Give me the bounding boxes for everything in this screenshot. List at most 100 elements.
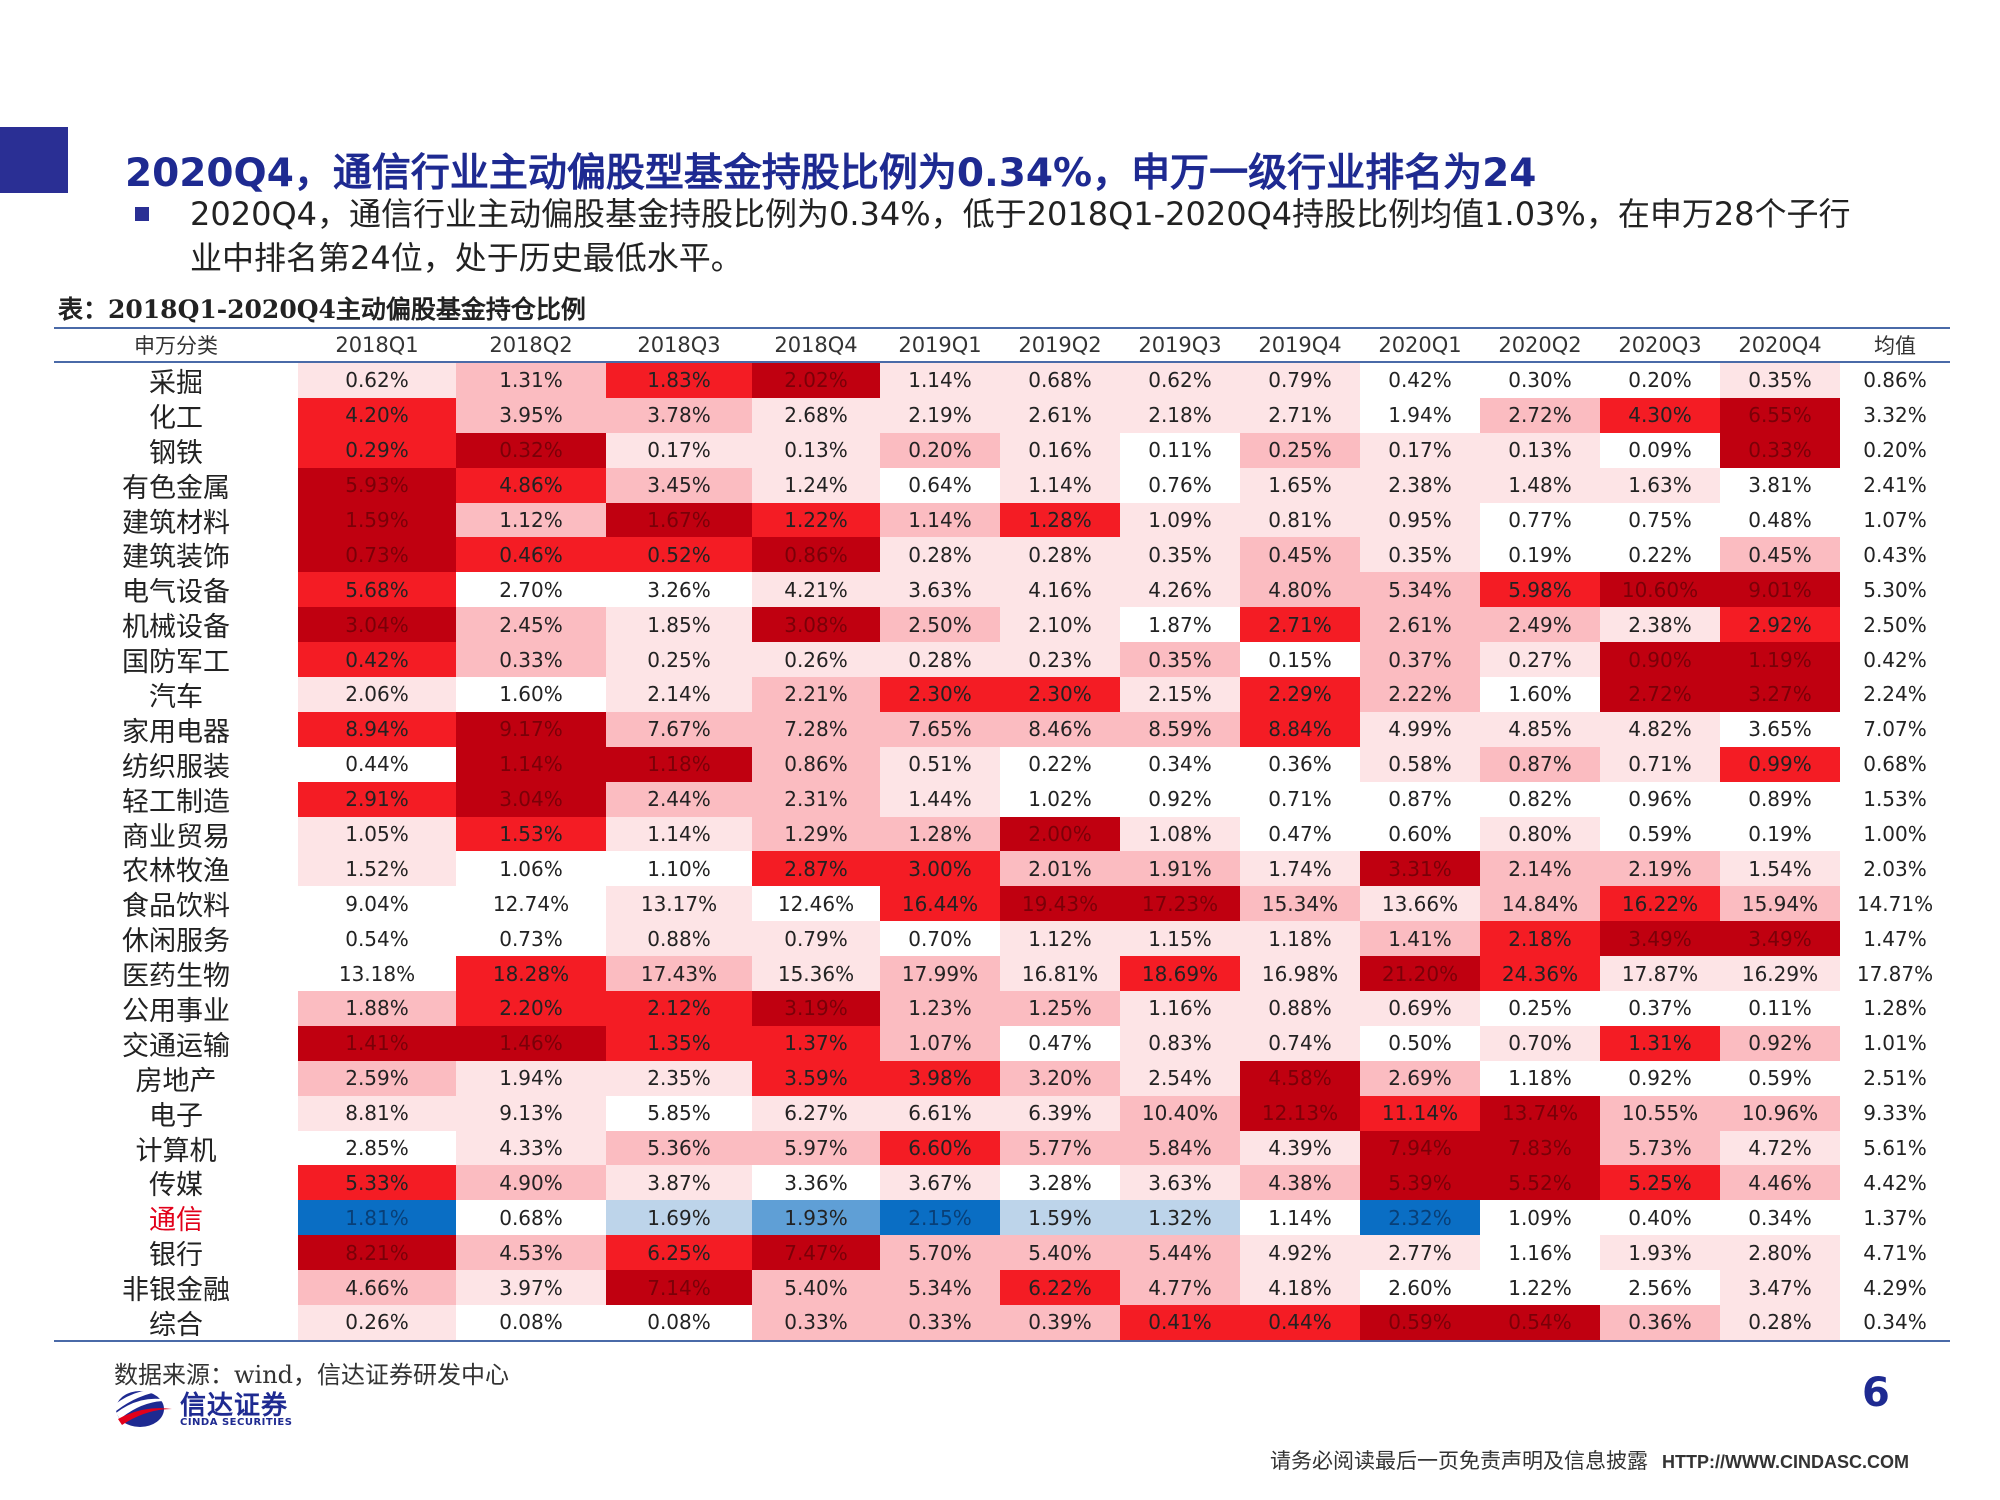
average-cell: 1.01% bbox=[1863, 1031, 1927, 1056]
value-cell: 9.13% bbox=[456, 1095, 606, 1131]
value-cell: 6.60% bbox=[880, 1130, 1000, 1166]
value-cell: 4.21% bbox=[752, 572, 880, 608]
value-cell: 3.78% bbox=[606, 397, 752, 433]
value-cell: 0.23% bbox=[1000, 642, 1120, 678]
value-cell: 1.28% bbox=[880, 816, 1000, 852]
value-cell: 0.19% bbox=[1480, 537, 1600, 573]
value-cell: 0.20% bbox=[1600, 363, 1720, 398]
value-cell: 3.27% bbox=[1720, 677, 1840, 712]
value-cell: 0.22% bbox=[1000, 746, 1120, 782]
value-cell: 0.82% bbox=[1480, 781, 1600, 817]
value-cell: 1.85% bbox=[606, 607, 752, 643]
value-cell: 0.08% bbox=[456, 1305, 606, 1340]
value-cell: 19.43% bbox=[1000, 886, 1120, 922]
value-cell: 0.25% bbox=[1480, 991, 1600, 1026]
value-cell: 21.20% bbox=[1360, 956, 1480, 992]
value-cell: 1.02% bbox=[1000, 781, 1120, 817]
table-row: 纺织服装 0.44% 1.14% 1.18% 0.86% 0.51% 0.22% 0.34% 0… bbox=[54, 746, 1950, 783]
value-cell: 8.81% bbox=[298, 1095, 456, 1131]
value-cell: 5.73% bbox=[1600, 1130, 1720, 1166]
value-cell: 1.35% bbox=[606, 1025, 752, 1061]
value-cell: 13.17% bbox=[606, 886, 752, 922]
table-row: 国防军工 0.42% 0.33% 0.25% 0.26% 0.28% 0.23% 0.35% 0… bbox=[54, 642, 1950, 678]
table-row: 房地产 2.59% 1.94% 2.35% 3.59% 3.98% 3.20% 2.54% 4.… bbox=[54, 1060, 1950, 1097]
value-cell: 0.34% bbox=[1720, 1200, 1840, 1236]
table-row: 电气设备 5.68% 2.70% 3.26% 4.21% 3.63% 4.16% 4.26% 4… bbox=[54, 572, 1950, 608]
value-cell: 0.32% bbox=[456, 432, 606, 468]
value-cell: 17.99% bbox=[880, 956, 1000, 992]
value-cell: 0.99% bbox=[1720, 746, 1840, 782]
value-cell: 0.08% bbox=[606, 1305, 752, 1340]
value-cell: 2.85% bbox=[298, 1130, 456, 1166]
table-row: 公用事业 1.88% 2.20% 2.12% 3.19% 1.23% 1.25% 1.16% 0… bbox=[54, 991, 1950, 1027]
industry-name: 非银金融 bbox=[122, 1275, 230, 1307]
value-cell: 4.33% bbox=[456, 1130, 606, 1166]
industry-name: 有色金属 bbox=[122, 472, 230, 504]
value-cell: 5.44% bbox=[1120, 1235, 1240, 1271]
value-cell: 0.73% bbox=[298, 537, 456, 573]
value-cell: 0.87% bbox=[1360, 781, 1480, 817]
value-cell: 6.55% bbox=[1720, 397, 1840, 433]
footer-disclaimer: 请务必阅读最后一页免责声明及信息披露 HTTP://WWW.CINDASC.COM bbox=[1270, 1445, 1909, 1475]
header-col: 2020Q3 bbox=[1618, 333, 1702, 357]
value-cell: 2.35% bbox=[606, 1060, 752, 1096]
value-cell: 1.74% bbox=[1240, 851, 1360, 887]
value-cell: 1.91% bbox=[1120, 851, 1240, 887]
value-cell: 3.00% bbox=[880, 851, 1000, 887]
average-cell: 0.86% bbox=[1863, 368, 1927, 393]
value-cell: 4.66% bbox=[298, 1270, 456, 1306]
average-cell: 1.37% bbox=[1863, 1205, 1927, 1230]
value-cell: 0.83% bbox=[1120, 1025, 1240, 1061]
value-cell: 0.86% bbox=[752, 746, 880, 782]
value-cell: 2.29% bbox=[1240, 677, 1360, 712]
value-cell: 0.44% bbox=[1240, 1305, 1360, 1340]
value-cell: 12.74% bbox=[456, 886, 606, 922]
value-cell: 10.55% bbox=[1600, 1095, 1720, 1131]
value-cell: 1.87% bbox=[1120, 607, 1240, 643]
value-cell: 1.09% bbox=[1480, 1200, 1600, 1236]
value-cell: 6.61% bbox=[880, 1095, 1000, 1131]
industry-name: 医药生物 bbox=[122, 961, 230, 993]
table-body: 采掘 0.62% 1.31% 1.83% 2.02% 1.14% 0.68% 0.62% 0.7… bbox=[54, 363, 1950, 1341]
average-cell: 0.34% bbox=[1863, 1310, 1927, 1335]
value-cell: 0.35% bbox=[1720, 363, 1840, 398]
value-cell: 0.28% bbox=[1000, 537, 1120, 573]
table-row: 交通运输 1.41% 1.46% 1.35% 1.37% 1.07% 0.47% 0.83% 0… bbox=[54, 1025, 1950, 1062]
value-cell: 0.36% bbox=[1240, 746, 1360, 782]
value-cell: 17.43% bbox=[606, 956, 752, 992]
value-cell: 15.94% bbox=[1720, 886, 1840, 922]
table-row: 综合 0.26% 0.08% 0.08% 0.33% 0.33% 0.39% 0.41% 0.4… bbox=[54, 1305, 1950, 1341]
table-row: 建筑材料 1.59% 1.12% 1.67% 1.22% 1.14% 1.28% 1.09% 0… bbox=[54, 502, 1950, 539]
industry-name: 钢铁 bbox=[149, 437, 203, 469]
value-cell: 0.16% bbox=[1000, 432, 1120, 468]
value-cell: 4.85% bbox=[1480, 711, 1600, 747]
value-cell: 1.25% bbox=[1000, 991, 1120, 1026]
value-cell: 5.40% bbox=[1000, 1235, 1120, 1271]
data-source-note: 数据来源：wind，信达证券研发中心 bbox=[114, 1361, 510, 1389]
value-cell: 3.95% bbox=[456, 397, 606, 433]
table-row: 非银金融 4.66% 3.97% 7.14% 5.40% 5.34% 6.22% 4.77% 4… bbox=[54, 1270, 1950, 1307]
value-cell: 1.93% bbox=[1600, 1235, 1720, 1271]
average-cell: 4.42% bbox=[1863, 1170, 1927, 1195]
value-cell: 5.93% bbox=[298, 467, 456, 503]
value-cell: 0.52% bbox=[606, 537, 752, 573]
value-cell: 14.84% bbox=[1480, 886, 1600, 922]
value-cell: 4.46% bbox=[1720, 1165, 1840, 1201]
industry-name: 建筑装饰 bbox=[122, 542, 230, 574]
table-row: 休闲服务 0.54% 0.73% 0.88% 0.79% 0.70% 1.12% 1.15% 1… bbox=[54, 921, 1950, 957]
value-cell: 13.74% bbox=[1480, 1095, 1600, 1131]
average-cell: 2.51% bbox=[1863, 1066, 1927, 1091]
value-cell: 4.80% bbox=[1240, 572, 1360, 608]
table-row: 通信 1.81% 0.68% 1.69% 1.93% 2.15% 1.59% 1.32% 1.1… bbox=[54, 1200, 1950, 1236]
value-cell: 0.28% bbox=[880, 642, 1000, 678]
value-cell: 9.04% bbox=[298, 886, 456, 922]
value-cell: 18.69% bbox=[1120, 956, 1240, 992]
website-link[interactable]: HTTP://WWW.CINDASC.COM bbox=[1662, 1452, 1909, 1472]
value-cell: 8.94% bbox=[298, 711, 456, 747]
value-cell: 0.70% bbox=[880, 921, 1000, 957]
value-cell: 6.39% bbox=[1000, 1095, 1120, 1131]
value-cell: 2.19% bbox=[1600, 851, 1720, 887]
value-cell: 1.18% bbox=[1240, 921, 1360, 957]
value-cell: 11.14% bbox=[1360, 1095, 1480, 1131]
average-cell: 1.00% bbox=[1863, 822, 1927, 847]
